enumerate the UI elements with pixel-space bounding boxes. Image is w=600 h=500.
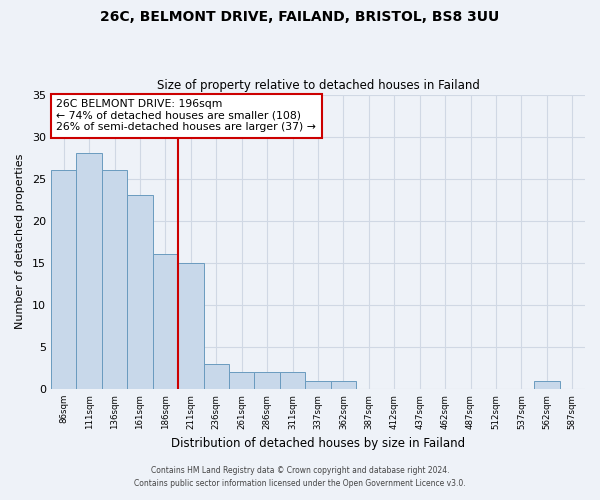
Text: 26C, BELMONT DRIVE, FAILAND, BRISTOL, BS8 3UU: 26C, BELMONT DRIVE, FAILAND, BRISTOL, BS…: [100, 10, 500, 24]
Y-axis label: Number of detached properties: Number of detached properties: [15, 154, 25, 330]
Bar: [534, 380, 560, 389]
Bar: [51, 170, 76, 389]
Bar: [331, 380, 356, 389]
Bar: [305, 380, 331, 389]
Text: 26C BELMONT DRIVE: 196sqm
← 74% of detached houses are smaller (108)
26% of semi: 26C BELMONT DRIVE: 196sqm ← 74% of detac…: [56, 99, 316, 132]
Bar: [102, 170, 127, 389]
Bar: [127, 196, 152, 389]
Bar: [178, 263, 203, 389]
Bar: [152, 254, 178, 389]
Bar: [229, 372, 254, 389]
Text: Contains HM Land Registry data © Crown copyright and database right 2024.
Contai: Contains HM Land Registry data © Crown c…: [134, 466, 466, 487]
Bar: [254, 372, 280, 389]
Bar: [76, 154, 102, 389]
Bar: [280, 372, 305, 389]
X-axis label: Distribution of detached houses by size in Failand: Distribution of detached houses by size …: [171, 437, 465, 450]
Title: Size of property relative to detached houses in Failand: Size of property relative to detached ho…: [157, 79, 479, 92]
Bar: [203, 364, 229, 389]
